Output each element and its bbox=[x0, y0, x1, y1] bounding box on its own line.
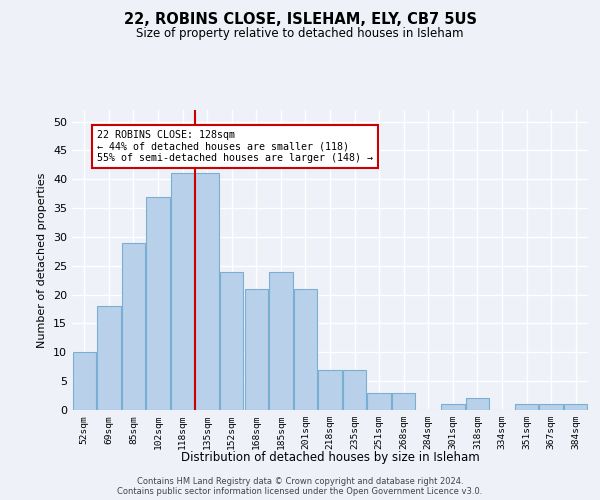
Bar bbox=[146, 196, 170, 410]
Bar bbox=[441, 404, 464, 410]
Bar bbox=[466, 398, 489, 410]
Bar bbox=[319, 370, 341, 410]
Bar bbox=[269, 272, 293, 410]
Y-axis label: Number of detached properties: Number of detached properties bbox=[37, 172, 47, 348]
Text: Size of property relative to detached houses in Isleham: Size of property relative to detached ho… bbox=[136, 28, 464, 40]
Bar bbox=[515, 404, 538, 410]
Bar bbox=[564, 404, 587, 410]
Text: 22, ROBINS CLOSE, ISLEHAM, ELY, CB7 5US: 22, ROBINS CLOSE, ISLEHAM, ELY, CB7 5US bbox=[124, 12, 476, 28]
Bar bbox=[171, 174, 194, 410]
Bar bbox=[539, 404, 563, 410]
Bar bbox=[97, 306, 121, 410]
Bar bbox=[343, 370, 366, 410]
Bar bbox=[122, 242, 145, 410]
Text: Distribution of detached houses by size in Isleham: Distribution of detached houses by size … bbox=[181, 451, 479, 464]
Bar bbox=[392, 392, 415, 410]
Text: 22 ROBINS CLOSE: 128sqm
← 44% of detached houses are smaller (118)
55% of semi-d: 22 ROBINS CLOSE: 128sqm ← 44% of detache… bbox=[97, 130, 373, 164]
Bar bbox=[196, 174, 219, 410]
Bar bbox=[294, 289, 317, 410]
Text: Contains HM Land Registry data © Crown copyright and database right 2024.: Contains HM Land Registry data © Crown c… bbox=[137, 476, 463, 486]
Bar bbox=[245, 289, 268, 410]
Bar bbox=[73, 352, 96, 410]
Bar bbox=[220, 272, 244, 410]
Bar bbox=[367, 392, 391, 410]
Text: Contains public sector information licensed under the Open Government Licence v3: Contains public sector information licen… bbox=[118, 486, 482, 496]
